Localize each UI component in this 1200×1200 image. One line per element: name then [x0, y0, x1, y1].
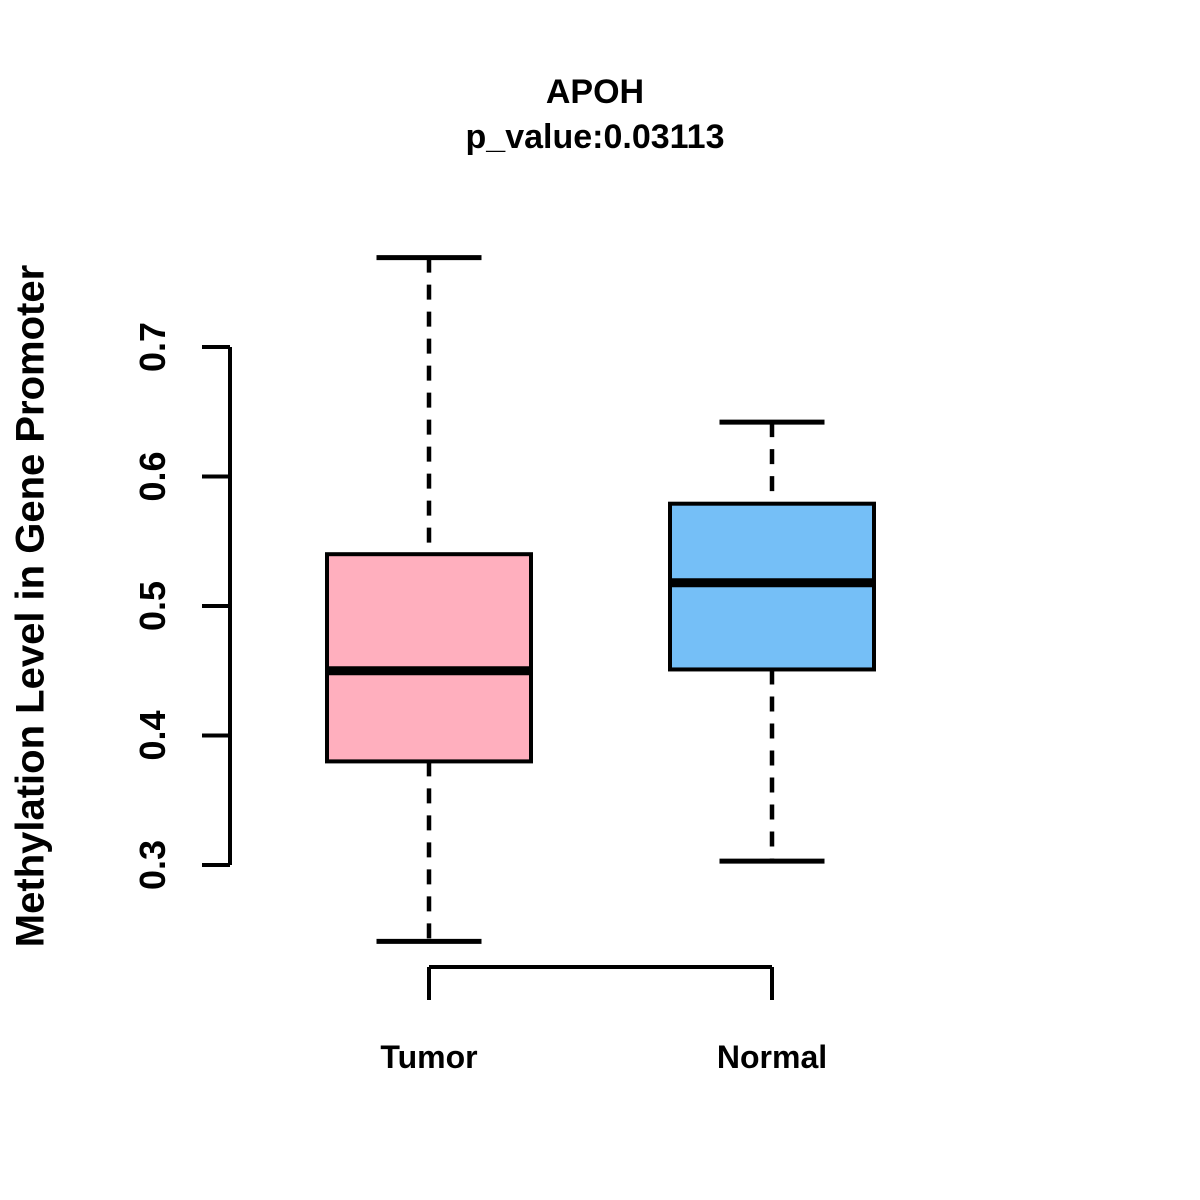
y-tick-label: 0.6 — [132, 451, 173, 501]
x-category-label-tumor: Tumor — [380, 1039, 477, 1075]
y-tick-label: 0.7 — [132, 322, 173, 372]
chart-subtitle: p_value:0.03113 — [465, 118, 725, 156]
y-tick-label: 0.4 — [132, 710, 173, 760]
y-tick-label: 0.5 — [132, 581, 173, 631]
title-block: APOH p_value:0.03113 — [0, 70, 1190, 160]
y-tick-label: 0.3 — [132, 840, 173, 890]
chart-title: APOH — [545, 73, 645, 111]
tumor-box — [325, 552, 533, 764]
x-category-label-normal: Normal — [717, 1039, 827, 1075]
